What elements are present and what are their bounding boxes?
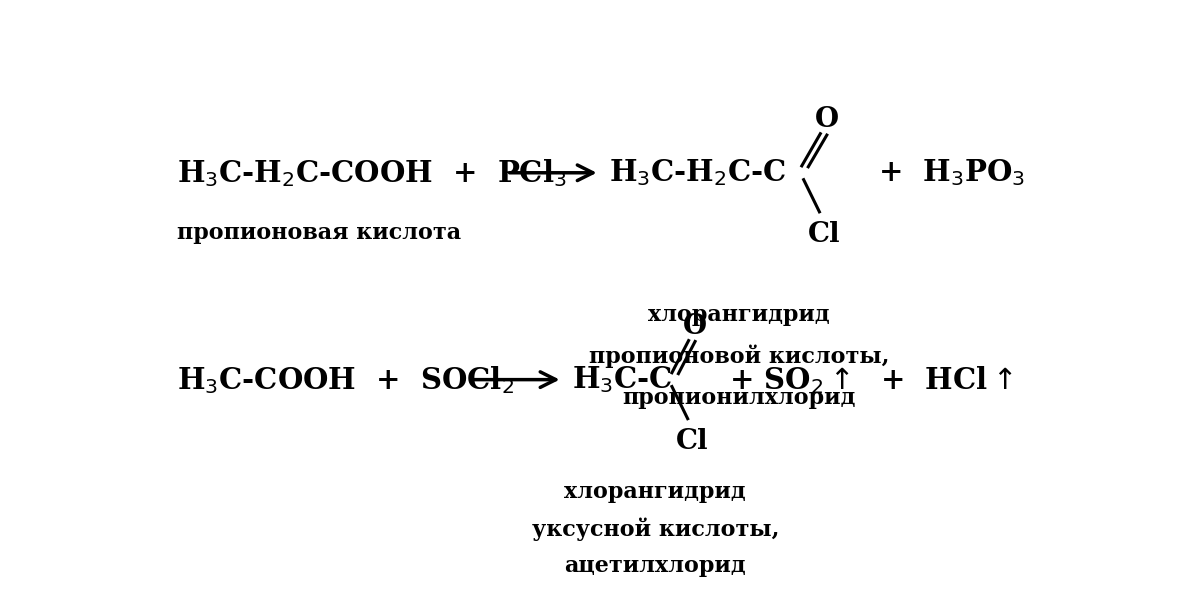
Text: H$_3$C-C: H$_3$C-C (572, 364, 673, 395)
Text: H$_3$C-H$_2$C-COOH  +  PCl$_3$: H$_3$C-H$_2$C-COOH + PCl$_3$ (177, 157, 567, 189)
Text: O: O (683, 313, 707, 340)
Text: хлорангидрид: хлорангидрид (648, 304, 830, 327)
Text: уксусной кислоты,: уксусной кислоты, (531, 517, 779, 541)
Text: пропионовая кислота: пропионовая кислота (177, 221, 462, 244)
Text: пропионилхлорид: пропионилхлорид (622, 387, 856, 409)
Text: Cl: Cl (676, 428, 709, 455)
Text: ацетилхлорид: ацетилхлорид (565, 555, 746, 577)
Text: +  H$_3$PO$_3$: + H$_3$PO$_3$ (877, 158, 1025, 188)
Text: пропионовой кислоты,: пропионовой кислоты, (589, 345, 889, 368)
Text: Cl: Cl (808, 221, 840, 248)
Text: O: O (815, 106, 839, 133)
Text: H$_3$C-COOH  +  SOCl$_2$: H$_3$C-COOH + SOCl$_2$ (177, 364, 515, 396)
Text: хлорангидрид: хлорангидрид (565, 481, 746, 503)
Text: H$_3$C-H$_2$C-C: H$_3$C-H$_2$C-C (609, 158, 786, 188)
Text: + SO$_2$$\uparrow$  +  HCl$\uparrow$: + SO$_2$$\uparrow$ + HCl$\uparrow$ (729, 364, 1013, 396)
